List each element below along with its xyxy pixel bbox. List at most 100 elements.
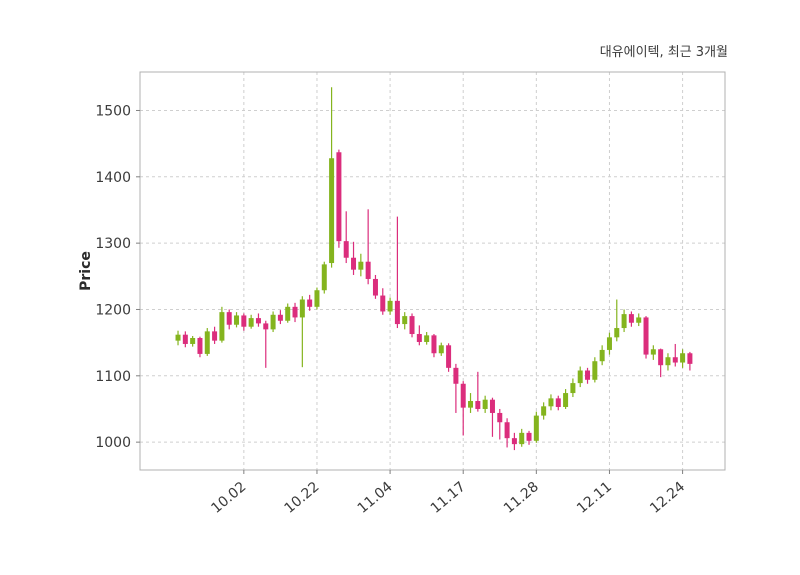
candlestick: [182, 331, 188, 348]
candlestick: [299, 296, 305, 368]
candle-body: [533, 415, 539, 441]
y-tick-label: 1300: [95, 236, 131, 252]
candlestick: [387, 297, 393, 315]
candlestick: [190, 336, 196, 347]
candlestick: [636, 313, 642, 327]
candlestick: [650, 345, 656, 360]
candlestick: [628, 311, 634, 327]
candle-body: [424, 335, 430, 342]
candlestick: [665, 353, 671, 371]
candlestick: [380, 288, 386, 315]
candlestick: [563, 389, 569, 409]
candle-body: [672, 357, 678, 363]
candle-body: [592, 361, 598, 380]
candle-body: [372, 278, 378, 296]
candle-body: [548, 398, 554, 407]
candlestick: [351, 241, 357, 275]
candle-body: [504, 422, 510, 439]
candle-body: [614, 328, 620, 338]
candlestick: [234, 312, 240, 328]
candle-body: [255, 318, 261, 324]
candlestick: [212, 326, 218, 344]
chart-title: 대유에이텍, 최근 3개월: [600, 45, 728, 60]
x-tick-label: 11.28: [501, 479, 542, 517]
x-tick-label: 12.24: [647, 479, 688, 517]
candlestick: [204, 328, 210, 356]
candle-body: [248, 318, 254, 327]
candle-body: [577, 370, 583, 384]
candlestick: [614, 299, 620, 342]
candlestick: [263, 320, 269, 368]
candle-body: [394, 300, 400, 325]
candlestick: [687, 351, 693, 371]
candlestick: [241, 313, 247, 331]
plot-root: 1000 1100 1200 1300 1400 1500 10.02 10.22 11.04 1…: [95, 71, 726, 517]
candlestick: [680, 349, 686, 368]
candle-body: [599, 349, 605, 362]
candlestick: [460, 381, 466, 436]
candle-body: [519, 432, 525, 445]
candlestick: [307, 294, 313, 311]
candlestick: [277, 310, 283, 325]
x-tick-label: 10.22: [282, 479, 323, 517]
candle-body: [621, 314, 627, 329]
candlestick: [489, 397, 495, 437]
candlestick: [497, 408, 503, 440]
candlestick: [416, 325, 422, 346]
candle-body: [241, 315, 247, 327]
candle-body: [329, 158, 335, 264]
candle-body: [628, 314, 634, 323]
candle-body: [336, 152, 342, 242]
candlestick: [285, 303, 291, 323]
candle-body: [541, 406, 547, 416]
candle-body: [453, 367, 459, 384]
candle-body: [277, 314, 283, 321]
candlestick: [365, 209, 371, 285]
candle-body: [358, 261, 364, 270]
candlestick: [555, 395, 561, 411]
candle-body: [380, 295, 386, 312]
candlestick: [409, 313, 415, 338]
x-tick-label: 11.04: [355, 479, 396, 517]
candle-body: [438, 345, 444, 354]
candlestick: [255, 313, 261, 327]
y-tick-label: 1200: [95, 302, 131, 318]
candle-body: [190, 337, 196, 344]
candle-body: [563, 393, 569, 407]
candle-body: [299, 299, 305, 318]
candlestick: [533, 411, 539, 443]
candlestick: [606, 332, 612, 355]
candle-body: [292, 306, 298, 318]
candle-body: [307, 299, 313, 307]
candle-body: [665, 357, 671, 366]
candlestick: [372, 274, 378, 299]
candlestick: [197, 336, 203, 358]
candlestick: [643, 316, 649, 359]
candle-body: [460, 383, 466, 408]
plot-area: [140, 72, 725, 470]
candle-body: [489, 399, 495, 413]
candlestick: [570, 378, 576, 398]
candlestick: [175, 330, 181, 346]
candle-body: [555, 398, 561, 407]
candle-body: [263, 323, 269, 330]
candle-body: [482, 399, 488, 409]
candlestick: [585, 367, 591, 384]
candle-body: [606, 337, 612, 350]
candlestick: [672, 343, 678, 367]
candle-body: [570, 383, 576, 394]
candle-body: [402, 316, 408, 325]
candle-body: [636, 317, 642, 323]
candle-body: [526, 432, 532, 441]
candle-body: [226, 312, 232, 325]
candlestick: [424, 332, 430, 345]
candle-body: [321, 264, 327, 291]
x-tick-label: 10.02: [208, 479, 249, 517]
candle-body: [182, 334, 188, 344]
candlestick: [592, 357, 598, 383]
candlestick: [577, 366, 583, 388]
y-tick-label: 1500: [95, 103, 131, 119]
candlestick: [292, 302, 298, 323]
